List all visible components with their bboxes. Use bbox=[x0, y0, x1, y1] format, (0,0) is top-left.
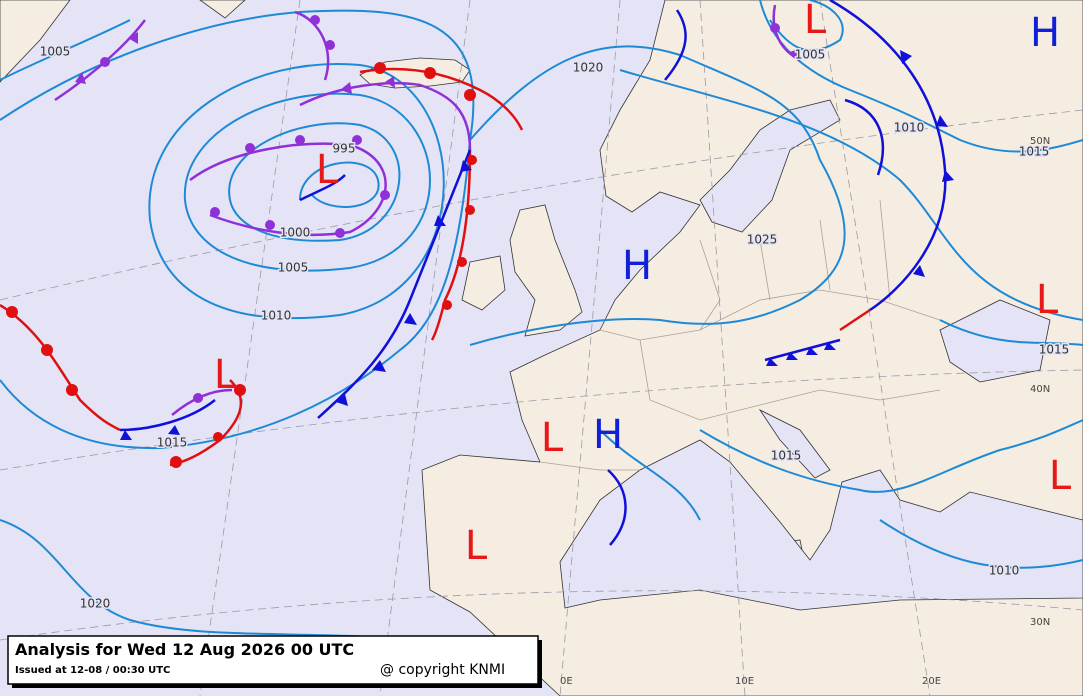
isobar-label: 1005 bbox=[278, 261, 309, 275]
isobar-label: 995 bbox=[333, 142, 356, 156]
low-center: L bbox=[541, 415, 564, 461]
isobar-label: 1025 bbox=[747, 233, 778, 247]
high-center: H bbox=[622, 243, 652, 289]
isobar-labels: 1005 995 1000 1005 1010 1015 1020 1005 1… bbox=[38, 43, 1071, 612]
low-center: L bbox=[1049, 453, 1072, 499]
inland-seas bbox=[559, 99, 1083, 611]
pressure-centers: L L H H L L L H L L bbox=[214, 0, 1072, 569]
longitude-label: 20E bbox=[922, 676, 941, 687]
low-center: L bbox=[214, 352, 237, 398]
isobar-label: 1015 bbox=[1019, 145, 1050, 159]
latitude-label: 40N bbox=[1030, 384, 1050, 395]
high-center: H bbox=[593, 412, 623, 458]
latitude-label: 50N bbox=[1030, 136, 1050, 147]
isobar-label: 1015 bbox=[157, 436, 188, 450]
low-center: L bbox=[804, 0, 827, 43]
isobar-label: 1005 bbox=[40, 45, 71, 59]
isobar-label: 1005 bbox=[795, 48, 826, 62]
copyright: @ copyright KNMI bbox=[380, 662, 505, 678]
longitude-label: 0E bbox=[560, 676, 573, 687]
isobar-label: 1010 bbox=[261, 309, 292, 323]
isobars bbox=[0, 0, 1083, 641]
longitude-label: 10E bbox=[735, 676, 754, 687]
isobar-label: 1015 bbox=[1039, 343, 1070, 357]
low-center: L bbox=[316, 147, 339, 193]
isobar-label: 1015 bbox=[771, 449, 802, 463]
issued-time: Issued at 12-08 / 00:30 UTC bbox=[15, 665, 170, 676]
isobar-label: 1010 bbox=[894, 121, 925, 135]
graticule-labels: 0E 10E 20E 30N 40N 50N bbox=[560, 136, 1050, 687]
isobar-label: 1010 bbox=[989, 564, 1020, 578]
low-center: L bbox=[465, 523, 488, 569]
latitude-label: 30N bbox=[1030, 617, 1050, 628]
box bbox=[7, 635, 539, 685]
country-borders bbox=[539, 199, 941, 471]
low-center: L bbox=[1036, 277, 1059, 323]
info-box: Analysis for Wed 12 Aug 2026 00 UTC Issu… bbox=[7, 635, 542, 688]
isobar-label: 1020 bbox=[80, 597, 111, 611]
fronts bbox=[0, 0, 954, 546]
isobar-label: 1020 bbox=[573, 61, 604, 75]
isobar-label: 1000 bbox=[280, 226, 311, 240]
high-center: H bbox=[1030, 10, 1060, 56]
map-title: Analysis for Wed 12 Aug 2026 00 UTC bbox=[15, 640, 354, 659]
